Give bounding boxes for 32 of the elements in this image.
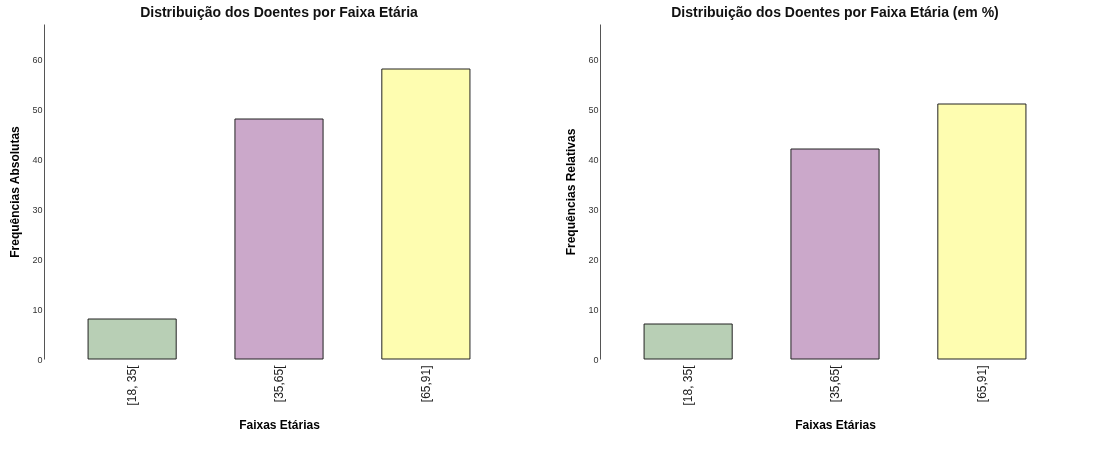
x-tick-label: [35,65[ [828,364,842,403]
y-tick-label: 20 [588,254,599,265]
bar [937,103,1027,360]
y-tick-label: 10 [32,304,43,315]
y-tick-label: 60 [588,54,599,65]
y-tick-label: 10 [588,304,599,315]
chart-title: Distribuição dos Doentes por Faixa Etária (em %) [671,4,999,20]
y-tick-label: 0 [593,354,599,365]
x-axis-title: Faixas Etárias [239,417,321,432]
y-axis-title: Frequências Absolutas [8,125,23,258]
y-tick-label: 0 [37,354,43,365]
bar [643,323,733,360]
x-tick-label: [65,91] [974,365,989,403]
y-tick-label: 30 [588,204,599,215]
y-tick-label: 40 [588,154,599,165]
y-axis-title: Frequências Relativas [564,128,579,256]
y-tick-label: 50 [32,104,43,115]
x-tick-label: [18, 35[ [125,364,140,406]
y-tick-label: 60 [32,54,43,65]
x-tick-label: [18, 35[ [681,364,696,406]
y-tick-label: 30 [32,204,43,215]
y-tick-label: 50 [588,104,599,115]
chart-title: Distribuição dos Doentes por Faixa Etária [140,4,419,20]
x-tick-label: [65,91] [418,365,433,403]
bar [87,318,177,360]
y-tick-label: 40 [32,154,43,165]
bar [790,148,880,360]
x-axis-title: Faixas Etárias [795,417,877,432]
x-tick-label: [35,65[ [272,364,286,403]
y-tick-label: 20 [32,254,43,265]
bar [234,118,324,360]
bar [381,68,471,360]
